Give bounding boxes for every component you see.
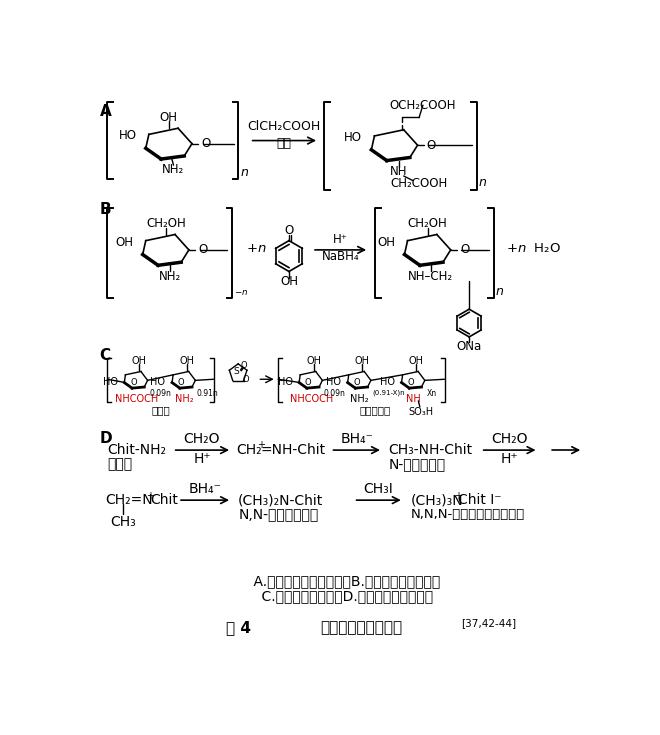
Text: $_{-n}$: $_{-n}$ (234, 285, 249, 298)
Text: O: O (201, 137, 211, 150)
Text: OCH₂COOH: OCH₂COOH (389, 98, 456, 112)
Text: (CH₃)₃N: (CH₃)₃N (411, 493, 463, 507)
Text: C.壳聚糖磺化反应；D.壳聚糖季铵化反应。: C.壳聚糖磺化反应；D.壳聚糖季铵化反应。 (244, 589, 433, 603)
Text: H⁺: H⁺ (500, 452, 518, 466)
Text: NH₂: NH₂ (162, 163, 185, 176)
Text: Chit I⁻: Chit I⁻ (458, 493, 502, 507)
Text: HO: HO (380, 377, 395, 387)
Text: O: O (284, 224, 294, 237)
Text: +: + (257, 440, 265, 451)
Text: HO: HO (344, 131, 362, 144)
Text: N-甲基壳聚糖: N-甲基壳聚糖 (388, 457, 446, 471)
Text: +: + (146, 490, 154, 501)
Text: HO: HO (103, 377, 117, 387)
Text: NH₂: NH₂ (175, 394, 193, 404)
Text: A.壳聚糖羧甲基化反应；B.壳聚糖烷基化反应；: A.壳聚糖羧甲基化反应；B.壳聚糖烷基化反应； (236, 574, 440, 588)
Text: +$n$  H₂O: +$n$ H₂O (506, 242, 561, 255)
Text: 0.91n: 0.91n (197, 389, 218, 398)
Text: OH: OH (160, 111, 178, 124)
Text: $n$: $n$ (478, 176, 488, 189)
Text: OH: OH (179, 356, 194, 366)
Text: OH: OH (378, 236, 395, 248)
Text: 0.09n: 0.09n (149, 389, 171, 398)
Text: CH₃I: CH₃I (364, 482, 393, 496)
Text: $n$: $n$ (495, 285, 504, 298)
Text: CH₂O: CH₂O (491, 432, 527, 446)
Text: B: B (100, 202, 111, 217)
Text: ClCH₂COOH: ClCH₂COOH (248, 121, 321, 133)
Text: Xn: Xn (426, 389, 436, 398)
Text: NH: NH (407, 394, 421, 404)
Text: OH: OH (306, 356, 321, 366)
Text: H⁺: H⁺ (193, 452, 211, 466)
Text: HO: HO (150, 377, 166, 387)
Text: CH₂O: CH₂O (183, 432, 220, 446)
Text: NH: NH (390, 165, 408, 178)
Text: 强碱: 强碱 (277, 137, 292, 150)
Text: O: O (407, 378, 414, 387)
Text: CH₂OH: CH₂OH (408, 218, 447, 230)
Text: +: + (454, 490, 462, 501)
Text: HO: HO (277, 377, 292, 387)
Text: BH₄⁻: BH₄⁻ (189, 482, 222, 496)
Text: D: D (100, 431, 112, 446)
Text: O: O (460, 243, 469, 257)
Text: C: C (100, 348, 111, 364)
Text: O: O (178, 378, 185, 387)
Text: 壳聚糖: 壳聚糖 (107, 457, 133, 471)
Text: H⁺: H⁺ (333, 232, 348, 245)
Text: =NH-Chit: =NH-Chit (261, 443, 325, 457)
Text: OH: OH (131, 356, 147, 366)
Text: NH₂: NH₂ (350, 394, 369, 404)
Text: OH: OH (354, 356, 370, 366)
Text: S: S (233, 367, 239, 376)
Text: N,N,N-三甲基壳聚糖碘化物: N,N,N-三甲基壳聚糖碘化物 (411, 507, 525, 520)
Text: [37,42-44]: [37,42-44] (461, 618, 517, 628)
Text: O: O (353, 378, 360, 387)
Text: O: O (305, 378, 312, 387)
Text: CH₃: CH₃ (110, 514, 135, 528)
Text: 壳聚糖: 壳聚糖 (151, 405, 170, 415)
Text: NHCOCH: NHCOCH (115, 394, 158, 404)
Text: HO: HO (119, 129, 137, 143)
Text: O: O (130, 378, 137, 387)
Text: $n$: $n$ (240, 166, 249, 179)
Text: 0.09n: 0.09n (324, 389, 346, 398)
Text: NaBH₄: NaBH₄ (321, 250, 360, 262)
Text: HO: HO (326, 377, 341, 387)
Text: NH–CH₂: NH–CH₂ (408, 270, 453, 282)
Text: OH: OH (409, 356, 424, 366)
Text: Chit: Chit (150, 493, 178, 507)
Text: 图 4: 图 4 (226, 620, 251, 635)
Text: A: A (100, 104, 112, 118)
Text: NH₂: NH₂ (159, 270, 182, 282)
Text: (CH₃)₂N-Chit: (CH₃)₂N-Chit (238, 493, 323, 507)
Text: (0.91-X)n: (0.91-X)n (372, 390, 405, 396)
Text: 改性壳聚糖合成过程: 改性壳聚糖合成过程 (320, 620, 403, 635)
Text: N,N-二甲基壳聚糖: N,N-二甲基壳聚糖 (238, 507, 318, 521)
Text: OH: OH (280, 275, 298, 288)
Text: O: O (427, 139, 436, 151)
Text: O: O (242, 375, 249, 384)
Text: OH: OH (115, 236, 133, 248)
Text: O: O (241, 361, 248, 370)
Text: BH₄⁻: BH₄⁻ (341, 432, 374, 446)
Text: CH₂COOH: CH₂COOH (391, 177, 447, 190)
Text: SO₃H: SO₃H (409, 406, 434, 417)
Text: CH₃-NH-Chit: CH₃-NH-Chit (388, 443, 473, 457)
Text: Chit-NH₂: Chit-NH₂ (107, 443, 166, 457)
Text: +$n$: +$n$ (246, 242, 267, 255)
Text: NHCOCH: NHCOCH (290, 394, 333, 404)
Text: 磺化壳聚糖: 磺化壳聚糖 (360, 405, 391, 415)
Text: O: O (198, 243, 207, 257)
Text: CH₂=N: CH₂=N (106, 493, 153, 507)
Text: CH₂OH: CH₂OH (146, 218, 185, 230)
Text: CH₂: CH₂ (237, 443, 262, 457)
Text: ONa: ONa (457, 340, 482, 353)
